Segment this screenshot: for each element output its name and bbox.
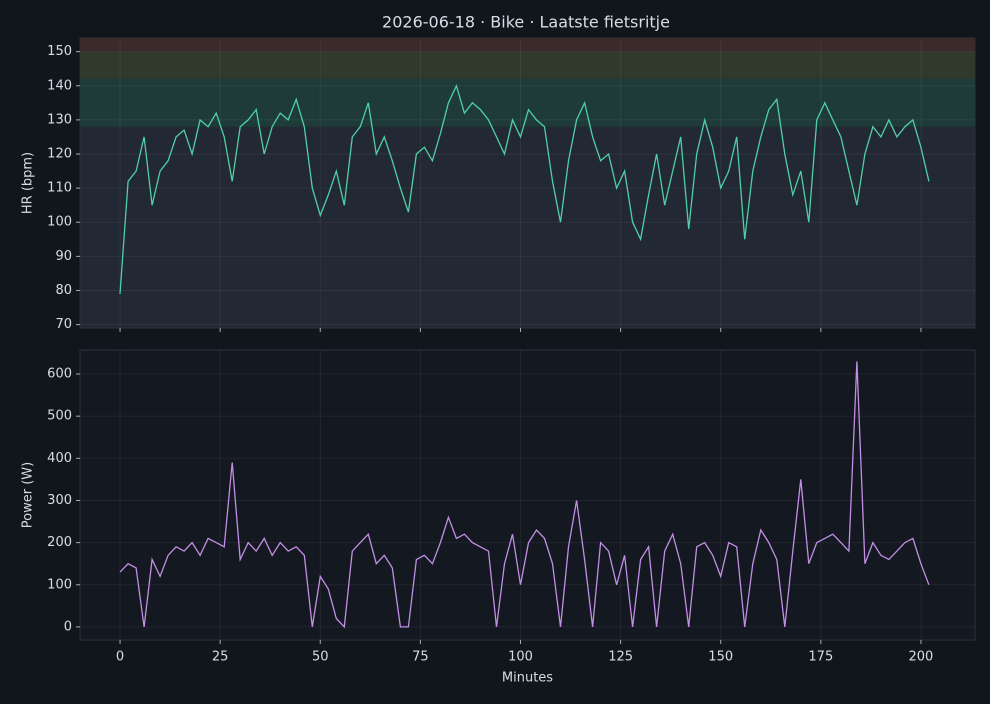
hr-zone (80, 78, 975, 127)
y-tick-label: 600 (47, 367, 72, 382)
y-axis-label: HR (bpm) (21, 152, 36, 214)
hr-zone (80, 51, 975, 79)
series-line (119, 83, 930, 294)
x-axis-label: Minutes (502, 671, 553, 686)
x-tick-label: 200 (909, 650, 934, 665)
y-tick-label: 120 (47, 147, 72, 162)
x-tick-label: 150 (708, 650, 733, 665)
plot-area (79, 349, 976, 641)
chart-title: 2026-06-18 · Bike · Laatste fietsritje (382, 13, 670, 32)
hr-zone (80, 38, 975, 52)
y-tick-label: 110 (47, 181, 72, 196)
x-tick-label: 100 (508, 650, 533, 665)
y-tick-label: 500 (47, 409, 72, 424)
x-tick-label: 125 (608, 650, 633, 665)
y-tick-label: 130 (47, 112, 72, 127)
y-tick-label: 90 (55, 249, 72, 264)
x-tick-label: 25 (212, 650, 229, 665)
y-tick-label: 140 (47, 78, 72, 93)
y-tick-label: 300 (47, 493, 72, 508)
x-tick-label: 75 (412, 650, 429, 665)
series-line (119, 361, 930, 629)
y-tick-label: 100 (47, 215, 72, 230)
x-tick-label: 50 (312, 650, 329, 665)
y-tick-label: 150 (47, 44, 72, 59)
y-tick-label: 100 (47, 577, 72, 592)
x-tick-label: 175 (808, 650, 833, 665)
x-tick-label: 0 (116, 650, 124, 665)
y-tick-label: 400 (47, 451, 72, 466)
y-tick-label: 70 (55, 317, 72, 332)
y-tick-label: 80 (55, 283, 72, 298)
y-axis-label: Power (W) (21, 462, 36, 528)
y-tick-label: 200 (47, 535, 72, 550)
y-tick-label: 0 (64, 619, 72, 634)
